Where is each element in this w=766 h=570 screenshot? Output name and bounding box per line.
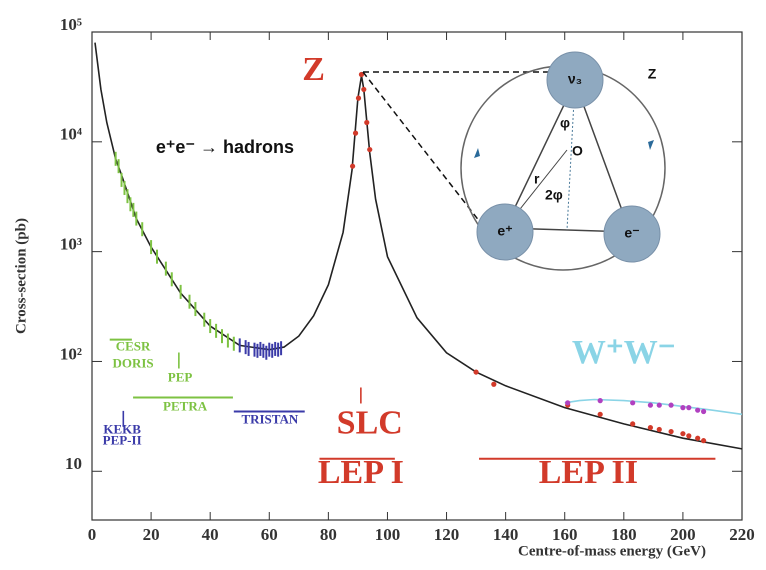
y-tick-label: 10²: [60, 344, 82, 363]
x-tick-label: 140: [493, 525, 519, 544]
node-label: e⁻: [624, 225, 639, 241]
accelerator-label: DORIS: [112, 355, 153, 370]
data-point: [491, 382, 496, 387]
annotation: Z: [302, 51, 325, 88]
data-point: [630, 421, 635, 426]
data-point: [686, 433, 691, 438]
data-point: [353, 131, 358, 136]
data-point: [680, 405, 685, 410]
annotation: SLC: [337, 404, 403, 441]
data-point: [701, 438, 706, 443]
data-point: [648, 403, 653, 408]
arrow: [474, 140, 654, 158]
x-tick-label: 40: [202, 525, 219, 544]
y-tick-label: 10⁴: [60, 125, 82, 144]
y-tick-label: 10³: [60, 235, 82, 254]
data-point: [686, 405, 691, 410]
data-point: [367, 147, 372, 152]
x-axis-title: Centre-of-mass energy (GeV): [518, 543, 706, 559]
x-tick-label: 120: [434, 525, 460, 544]
accelerator-label: CESR: [116, 338, 151, 353]
data-point: [668, 429, 673, 434]
annotation: LEP II: [539, 454, 638, 491]
data-point: [356, 96, 361, 101]
y-axis-title: Cross-section (pb): [13, 218, 29, 334]
x-tick-label: 200: [670, 525, 696, 544]
accelerator-label: PEP-II: [103, 432, 142, 447]
x-tick-label: 160: [552, 525, 578, 544]
plot-frame: [92, 32, 742, 520]
x-tick-label: 0: [88, 525, 97, 544]
accelerator-label: PEP: [168, 369, 193, 384]
inset-label: Z: [648, 66, 657, 82]
x-tick-label: 20: [143, 525, 160, 544]
data-point: [657, 403, 662, 408]
inset-label: φ: [560, 115, 570, 131]
process-label: e⁺e⁻ → hadrons: [156, 137, 294, 157]
data-point: [598, 412, 603, 417]
data-point: [350, 164, 355, 169]
annotation: LEP I: [318, 454, 404, 491]
data-point: [364, 120, 369, 125]
data-point: [361, 87, 366, 92]
data-point: [680, 431, 685, 436]
node-label: ν₃: [568, 71, 582, 87]
inset-diagram: ν₃ Z φ O r 2φ e⁺ e⁻: [363, 52, 665, 270]
x-tick-label: 220: [729, 525, 755, 544]
data-point: [695, 408, 700, 413]
data-point: [668, 403, 673, 408]
data-point: [701, 409, 706, 414]
inset-label: r: [534, 171, 540, 187]
data-point: [657, 427, 662, 432]
x-tick-label: 180: [611, 525, 637, 544]
x-tick-label: 100: [375, 525, 401, 544]
node-label: e⁺: [497, 223, 512, 239]
y-tick-label: 10⁵: [60, 15, 82, 34]
data-point: [565, 400, 570, 405]
x-tick-label: 80: [320, 525, 337, 544]
y-tick-label: 10: [65, 454, 82, 473]
data-point: [695, 436, 700, 441]
accelerator-label: TRISTAN: [241, 411, 298, 426]
chart: Cross-section (pb) Centre-of-mass energy…: [0, 0, 766, 565]
inset-label: 2φ: [545, 187, 563, 203]
accelerator-label: PETRA: [163, 399, 208, 414]
data-point: [648, 425, 653, 430]
curve: [565, 400, 742, 415]
inset-label: O: [572, 143, 583, 159]
data-point: [473, 369, 478, 374]
data-point: [598, 398, 603, 403]
annotation: W⁺W⁻: [572, 334, 676, 371]
x-tick-label: 60: [261, 525, 278, 544]
data-point: [630, 400, 635, 405]
